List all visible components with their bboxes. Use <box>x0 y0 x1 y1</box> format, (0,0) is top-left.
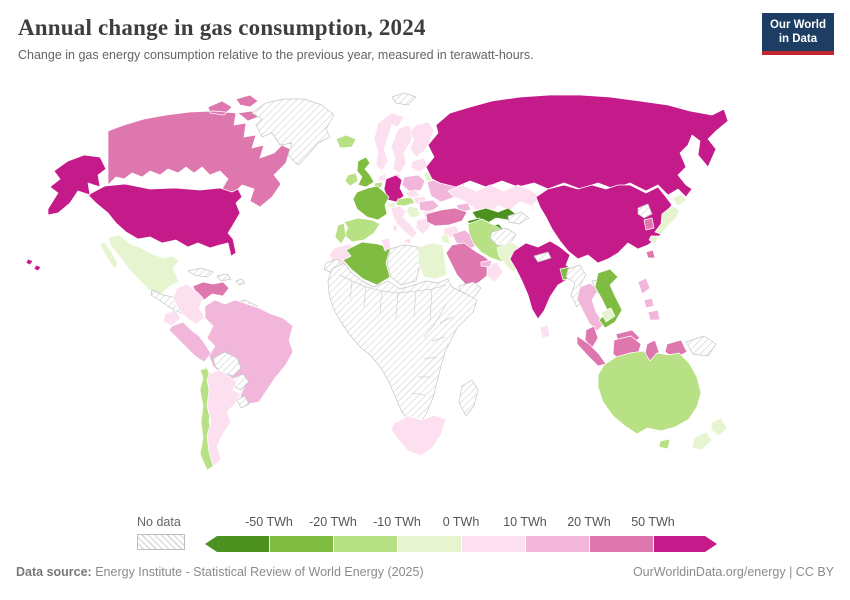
data-source-label: Data source: <box>16 565 92 579</box>
legend-tick-10: 10 TWh <box>503 515 547 529</box>
country-new-zealand[interactable] <box>691 417 728 451</box>
country-oman[interactable] <box>486 261 504 283</box>
country-romania[interactable] <box>418 199 440 213</box>
country-india[interactable] <box>509 240 575 320</box>
footer-separator: | <box>789 565 793 579</box>
page-title: Annual change in gas consumption, 2024 <box>18 15 426 40</box>
owid-logo[interactable]: Our World in Data <box>761 13 834 55</box>
country-svalbard[interactable] <box>391 92 417 106</box>
country-saudi-arabia[interactable] <box>445 242 493 286</box>
country-egypt[interactable] <box>417 242 448 280</box>
world-choropleth-map <box>0 85 850 505</box>
country-netherlands[interactable] <box>377 173 387 182</box>
country-south-korea[interactable] <box>643 217 655 231</box>
legend-tick-neg10: -10 TWh <box>373 515 421 529</box>
legend-tick-neg20: -20 TWh <box>309 515 357 529</box>
legend-colorbar: -50 TWh -20 TWh -10 TWh 0 TWh 10 TWh 20 … <box>205 513 717 557</box>
country-uruguay[interactable] <box>236 395 250 409</box>
country-vietnam[interactable] <box>594 268 623 329</box>
country-sri-lanka[interactable] <box>539 324 551 339</box>
legend-no-data: No data <box>137 515 185 550</box>
country-canada[interactable] <box>107 94 291 208</box>
data-source-text[interactable]: Energy Institute - Statistical Review of… <box>95 565 424 579</box>
country-tunisia[interactable] <box>380 237 392 252</box>
country-libya[interactable] <box>386 244 421 286</box>
legend-bin-5[interactable] <box>525 536 589 552</box>
country-israel-jordan[interactable] <box>440 233 451 245</box>
country-turkey[interactable] <box>425 207 468 227</box>
country-bolivia[interactable] <box>212 351 242 377</box>
legend-bin-7[interactable] <box>653 536 717 552</box>
africa-internal-borders <box>339 274 453 396</box>
country-taiwan[interactable] <box>645 249 656 259</box>
country-caribbean[interactable] <box>187 267 246 286</box>
country-nepal[interactable] <box>533 251 552 263</box>
country-algeria[interactable] <box>342 241 391 286</box>
legend-tick-neg50: -50 TWh <box>245 515 293 529</box>
page-subtitle: Change in gas energy consumption relativ… <box>18 48 534 62</box>
license-label[interactable]: CC BY <box>795 565 834 579</box>
country-north-korea[interactable] <box>637 203 653 219</box>
country-finland[interactable] <box>409 121 435 158</box>
no-data-swatch[interactable] <box>137 534 185 550</box>
data-source-line: Data source: Energy Institute - Statisti… <box>16 565 424 579</box>
owid-logo-line2: in Data <box>778 33 818 46</box>
owid-logo-line1: Our World <box>769 19 826 31</box>
country-czechia[interactable] <box>404 189 421 199</box>
country-greenland[interactable] <box>251 98 335 166</box>
chart-footer: Data source: Energy Institute - Statisti… <box>0 565 850 579</box>
country-baltics[interactable] <box>410 157 429 173</box>
country-united-states[interactable] <box>25 154 243 272</box>
country-japan[interactable] <box>648 193 688 245</box>
country-argentina[interactable] <box>206 369 242 467</box>
country-france[interactable] <box>352 185 390 221</box>
country-spain[interactable] <box>343 217 381 243</box>
country-south-africa[interactable] <box>390 414 447 457</box>
legend-bin-0[interactable] <box>205 536 269 552</box>
country-papua-new-guinea[interactable] <box>685 335 717 357</box>
country-iceland[interactable] <box>335 134 357 149</box>
country-italy[interactable] <box>390 205 418 245</box>
country-australia[interactable] <box>597 350 702 450</box>
country-norway[interactable] <box>373 112 405 172</box>
country-ireland[interactable] <box>344 172 359 187</box>
legend-bin-6[interactable] <box>589 536 653 552</box>
country-balkans[interactable] <box>405 205 421 219</box>
legend-bin-3[interactable] <box>397 536 461 552</box>
legend-tick-0: 0 TWh <box>442 515 480 529</box>
country-russia[interactable] <box>425 94 729 198</box>
country-uae[interactable] <box>480 259 493 268</box>
region-sub-saharan-africa[interactable] <box>327 262 478 427</box>
country-peru[interactable] <box>168 321 212 363</box>
no-data-label: No data <box>137 515 181 529</box>
country-philippines[interactable] <box>637 277 661 321</box>
map-legend: No data -50 TWh -20 TWh -10 TWh 0 TWh 10… <box>0 513 850 561</box>
country-germany[interactable] <box>383 174 405 203</box>
country-cambodia[interactable] <box>600 307 616 323</box>
country-madagascar[interactable] <box>458 379 479 417</box>
legend-tick-20: 20 TWh <box>567 515 611 529</box>
country-portugal[interactable] <box>334 222 347 245</box>
chart-header: Annual change in gas consumption, 2024 C… <box>0 0 850 62</box>
country-poland[interactable] <box>401 174 426 193</box>
legend-bin-2[interactable] <box>333 536 397 552</box>
legend-tick-50: 50 TWh <box>631 515 675 529</box>
owid-url-link[interactable]: OurWorldinData.org/energy <box>632 565 786 579</box>
footer-links: OurWorldinData.org/energy | CC BY <box>633 565 834 579</box>
legend-bin-1[interactable] <box>269 536 333 552</box>
country-united-kingdom[interactable] <box>356 156 375 188</box>
legend-color-segments <box>205 536 717 552</box>
legend-bin-4[interactable] <box>461 536 525 552</box>
country-kazakhstan[interactable] <box>447 184 541 215</box>
country-mexico[interactable] <box>99 234 180 295</box>
country-kyrgyzstan[interactable] <box>507 211 530 225</box>
country-ecuador[interactable] <box>162 309 182 327</box>
